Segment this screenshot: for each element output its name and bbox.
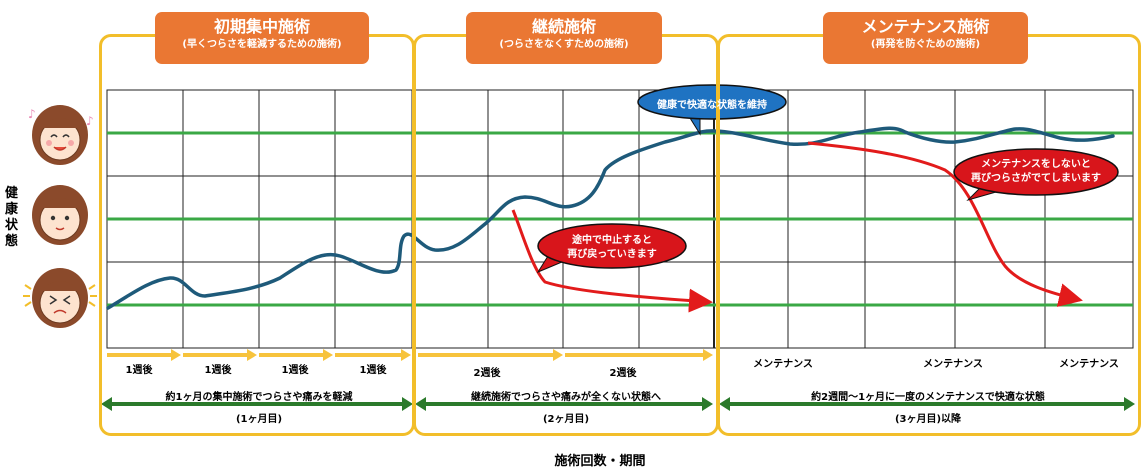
- phase-period: (2ヶ月目): [542, 414, 590, 425]
- health-curve: [106, 126, 1115, 310]
- week-label: 1週後: [281, 365, 309, 376]
- phase-title: 初期集中施術: [213, 17, 310, 36]
- phase-header-continuous: 継続施術 (つらさをなくすための施術): [466, 12, 662, 64]
- week-label: 1週後: [125, 365, 153, 376]
- week-arrows-phase2: [418, 349, 713, 361]
- phase-subtitle: (再発を防ぐための施術): [870, 39, 981, 50]
- maintenance-label: メンテナンス: [923, 359, 983, 370]
- week-label: 2週後: [609, 368, 637, 379]
- callout-stop-line1: 途中で中止すると: [572, 235, 652, 246]
- svg-text:♪: ♪: [86, 114, 94, 128]
- phase-title: メンテナンス施術: [861, 17, 990, 36]
- callout-no-maintenance-text: メンテナンスをしないと 再びつらさがでてしまいます: [955, 158, 1117, 186]
- callout-no-maintenance-line2: 再びつらさがでてしまいます: [971, 173, 1101, 184]
- callout-maintain-shape: [637, 84, 787, 136]
- callout-stop-line2: 再び戻っていきます: [567, 249, 657, 260]
- maintenance-label: メンテナンス: [1059, 359, 1119, 370]
- maintenance-label: メンテナンス: [753, 359, 813, 370]
- phase-frame-maintenance: [717, 34, 1141, 436]
- y-axis-label: 健康状態: [5, 186, 19, 249]
- callout-no-maintenance-line1: メンテナンスをしないと: [981, 159, 1091, 170]
- phase-description: 約2週間～1ヶ月に一度のメンテナンスで快適な状態: [811, 392, 1045, 403]
- happy-face-icon: ♪ ♪: [28, 105, 94, 165]
- week-label: 2週後: [473, 368, 501, 379]
- callout-no-maintenance-shape: [953, 148, 1119, 202]
- pained-face-icon: [23, 268, 97, 328]
- health-level-lines: [107, 131, 1133, 307]
- phase-period: (1ヶ月目): [235, 414, 283, 425]
- period-arrows: [101, 397, 1135, 411]
- phase-title: 継続施術: [531, 17, 596, 36]
- phase-header-maintenance: メンテナンス施術 (再発を防ぐための施術): [823, 12, 1028, 64]
- phase-description: 約1ヶ月の集中施術でつらさや痛みを軽減: [165, 392, 353, 403]
- phase-period: (3ヶ月目)以降: [894, 414, 962, 425]
- phase-subtitle: (つらさをなくすための施術): [499, 39, 629, 50]
- x-axis-label: 施術回数・期間: [554, 454, 646, 469]
- phase-header-initial: 初期集中施術 (早くつらさを軽減するための施術): [155, 12, 369, 64]
- phase-subtitle: (早くつらさを軽減するための施術): [182, 39, 342, 50]
- callout-stop-text: 途中で中止すると 再び戻っていきます: [540, 234, 684, 262]
- week-label: 1週後: [204, 365, 232, 376]
- svg-text:♪: ♪: [28, 107, 36, 121]
- relapse-curve-stop: [511, 209, 713, 313]
- week-arrows-phase1: [107, 349, 411, 361]
- week-label: 1週後: [359, 365, 387, 376]
- phase-description: 継続施術でつらさや痛みが全くない状態へ: [471, 392, 661, 403]
- callout-maintain-text: 健康で快適な状態を維持: [657, 100, 767, 111]
- neutral-face-icon: [32, 185, 88, 245]
- relapse-curve-no-maintenance: [807, 141, 1083, 307]
- callout-stop-shape: [536, 223, 687, 274]
